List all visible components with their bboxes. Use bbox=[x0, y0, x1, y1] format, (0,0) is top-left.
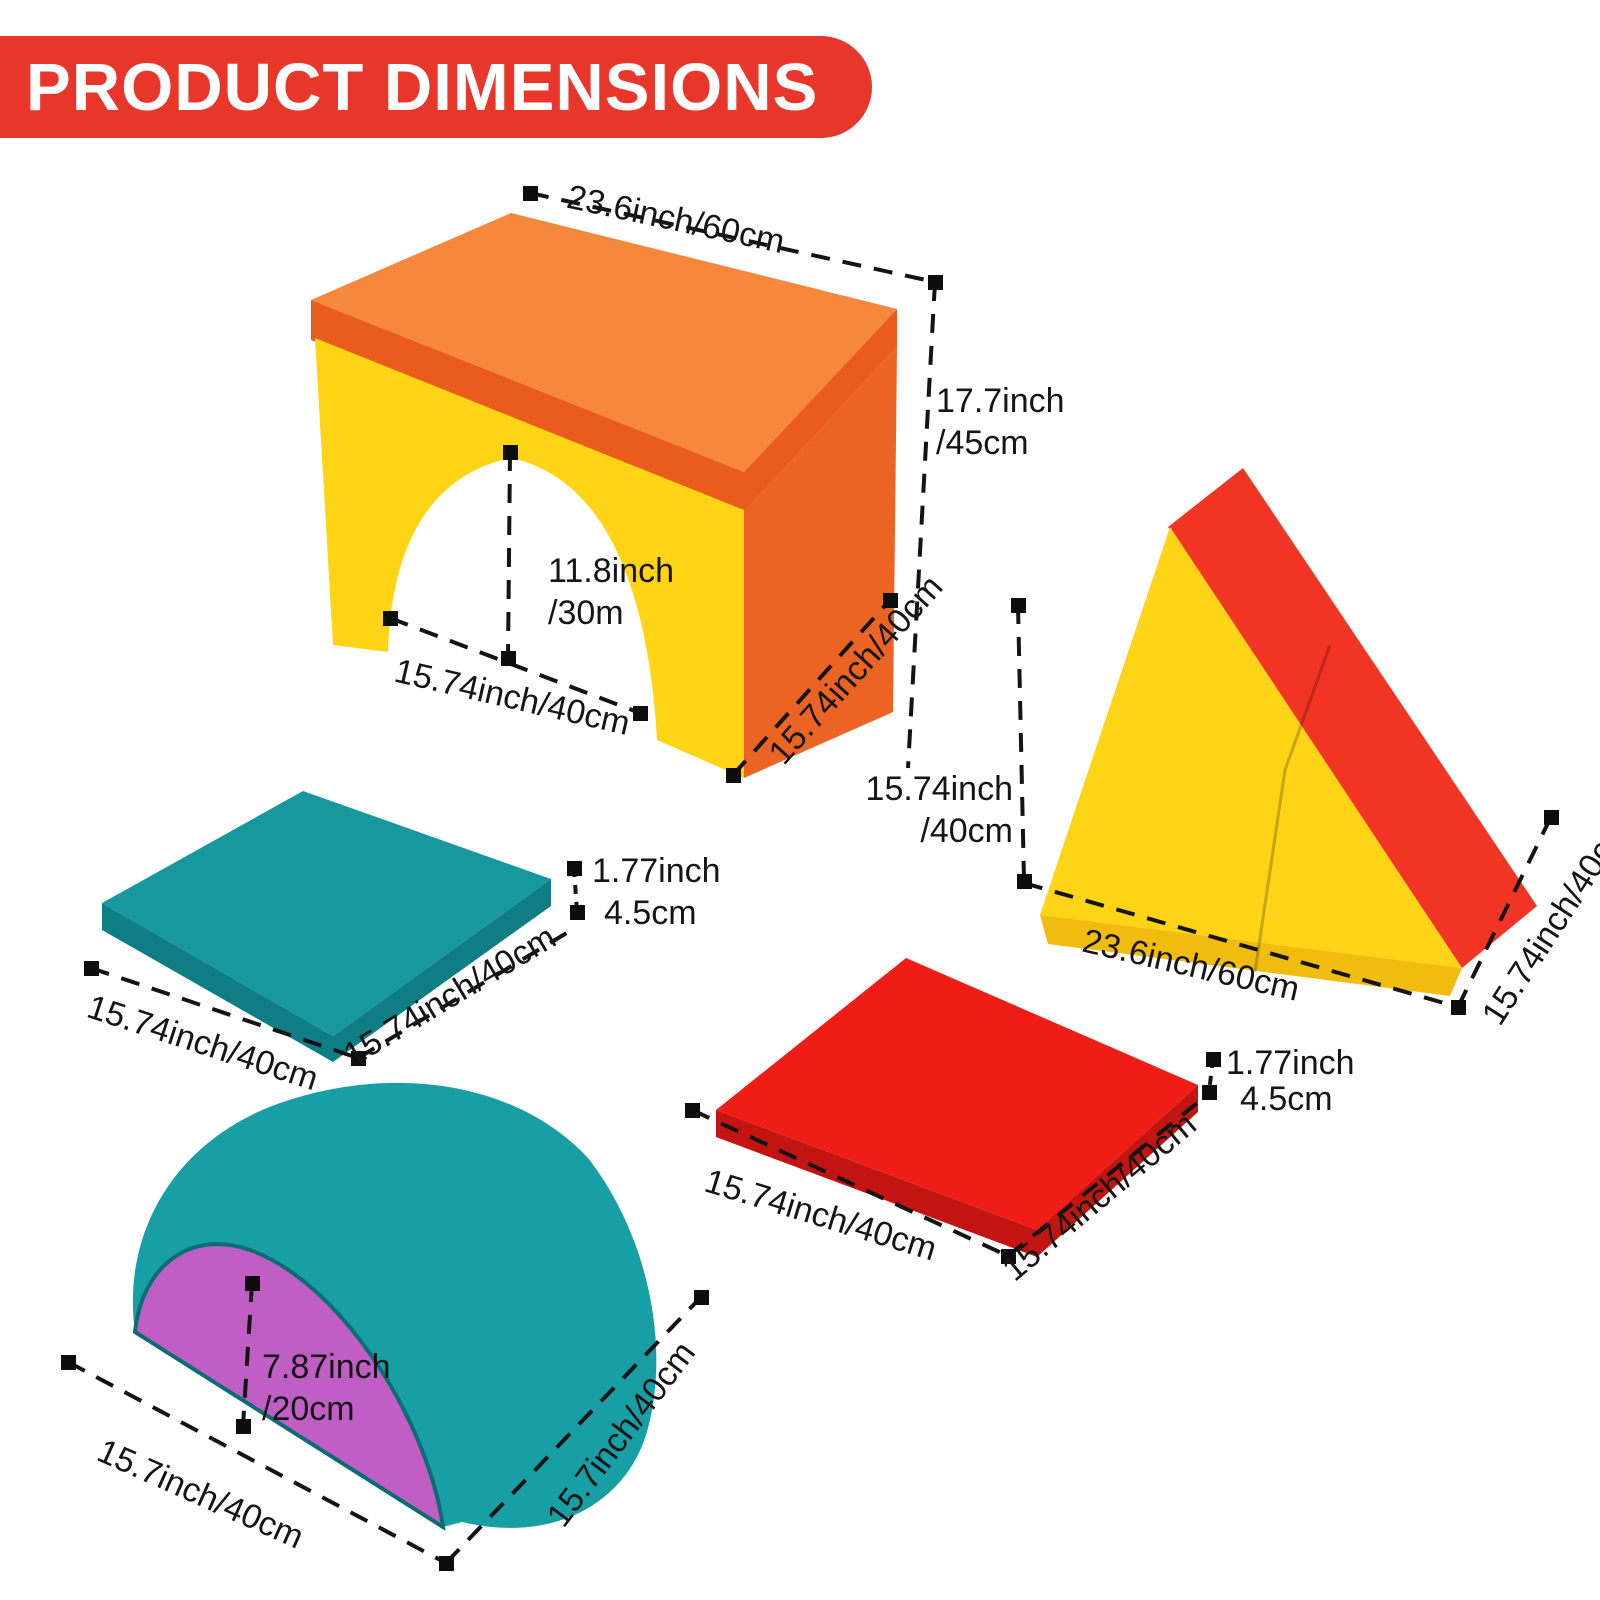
tunnel-height-label: 17.7inch /45cm bbox=[936, 380, 1065, 464]
tunnel-arch-height-label: 11.8inch /30m bbox=[548, 550, 674, 634]
dimension-marker bbox=[633, 706, 648, 721]
half-cylinder-body bbox=[132, 1082, 657, 1528]
red-mat-width-dim-line bbox=[691, 1108, 1009, 1258]
dimension-markers bbox=[61, 186, 1559, 1571]
dimension-marker bbox=[570, 905, 585, 920]
dimension-marker bbox=[883, 593, 898, 608]
teal-mat-top bbox=[102, 791, 551, 1036]
wedge-height-line1: 15.74inch bbox=[865, 770, 1013, 808]
dimension-marker bbox=[439, 1556, 454, 1571]
wedge-side-face bbox=[1040, 527, 1462, 968]
half-cylinder-block bbox=[132, 1082, 657, 1532]
dimension-marker bbox=[1202, 1085, 1217, 1100]
title-banner: PRODUCT DIMENSIONS bbox=[0, 36, 872, 138]
tunnel-arch-line1: 11.8inch bbox=[548, 552, 675, 590]
dimension-marker bbox=[1001, 1249, 1016, 1264]
tunnel-depth-dim-line bbox=[731, 598, 892, 777]
dimension-marker bbox=[694, 1290, 709, 1305]
dimension-marker bbox=[61, 1355, 76, 1370]
page-title: PRODUCT DIMENSIONS bbox=[26, 49, 819, 125]
dimension-marker bbox=[1206, 1052, 1221, 1067]
dimension-marker bbox=[1011, 598, 1026, 613]
teal-mat-thickness-line1: 1.77inch bbox=[592, 852, 721, 890]
dimension-marker bbox=[928, 275, 943, 290]
red-mat-thickness-line1: 1.77inch bbox=[1226, 1044, 1355, 1082]
teal-mat-thickness-line2: 4.5cm bbox=[604, 894, 697, 932]
dimension-marker bbox=[245, 1276, 260, 1291]
dimension-marker bbox=[1017, 874, 1032, 889]
dimension-marker bbox=[523, 186, 538, 201]
dimension-marker bbox=[501, 651, 516, 666]
wedge-seam bbox=[1253, 644, 1332, 973]
tunnel-block bbox=[311, 213, 897, 778]
wedge-bottom-edge bbox=[1040, 915, 1462, 996]
red-mat-top bbox=[716, 958, 1198, 1230]
teal-mat-side bbox=[102, 879, 551, 1062]
tunnel-top-face bbox=[311, 213, 897, 472]
halfcyl-height-line1: 7.87inch bbox=[262, 1348, 391, 1386]
tunnel-arch-line2: /30m bbox=[548, 594, 624, 632]
dimension-marker bbox=[351, 1051, 366, 1066]
teal-mat-depth-dim-line bbox=[356, 926, 577, 1060]
wedge-depth-dim-line bbox=[1456, 816, 1553, 1008]
dimension-marker bbox=[503, 445, 518, 460]
teal-mat-width-dim-line bbox=[90, 966, 359, 1060]
halfcyl-height-line2: /20cm bbox=[262, 1390, 355, 1428]
red-mat-thickness-line2: 4.5cm bbox=[1240, 1080, 1333, 1118]
dimension-marker bbox=[236, 1419, 251, 1434]
wedge-height-dim-line bbox=[1016, 604, 1026, 881]
dimension-marker bbox=[726, 768, 741, 783]
red-mat-side bbox=[716, 1085, 1198, 1257]
tunnel-arch-dim-line bbox=[506, 451, 512, 659]
dimension-marker bbox=[1544, 810, 1559, 825]
wedge-length-dim-line bbox=[1023, 881, 1459, 1009]
teal-mat bbox=[102, 791, 551, 1062]
tunnel-side-face bbox=[744, 347, 897, 778]
dimension-marker bbox=[383, 611, 398, 626]
red-mat bbox=[716, 958, 1198, 1257]
tunnel-height-line1: 17.7inch bbox=[936, 382, 1065, 420]
wedge-slope-face bbox=[1168, 468, 1537, 968]
wedge-block bbox=[1040, 468, 1537, 996]
tunnel-height-dim-line bbox=[906, 281, 937, 769]
red-mat-depth-dim-line bbox=[1006, 1093, 1209, 1258]
dimension-marker bbox=[1451, 1000, 1466, 1015]
tunnel-front-face bbox=[315, 338, 744, 778]
dimension-marker bbox=[567, 861, 582, 876]
wedge-height-line2: /40cm bbox=[920, 812, 1013, 850]
half-cylinder-end-face bbox=[132, 1242, 446, 1532]
dimension-marker bbox=[685, 1103, 700, 1118]
tunnel-top-dim-line bbox=[529, 191, 936, 284]
halfcyl-width-dim-line bbox=[67, 1360, 447, 1565]
dimension-marker bbox=[84, 961, 99, 976]
tunnel-height-line2: /45cm bbox=[936, 424, 1029, 462]
wedge-height-label: 15.74inch /40cm bbox=[828, 768, 1013, 852]
halfcyl-height-dim-line bbox=[241, 1282, 254, 1427]
